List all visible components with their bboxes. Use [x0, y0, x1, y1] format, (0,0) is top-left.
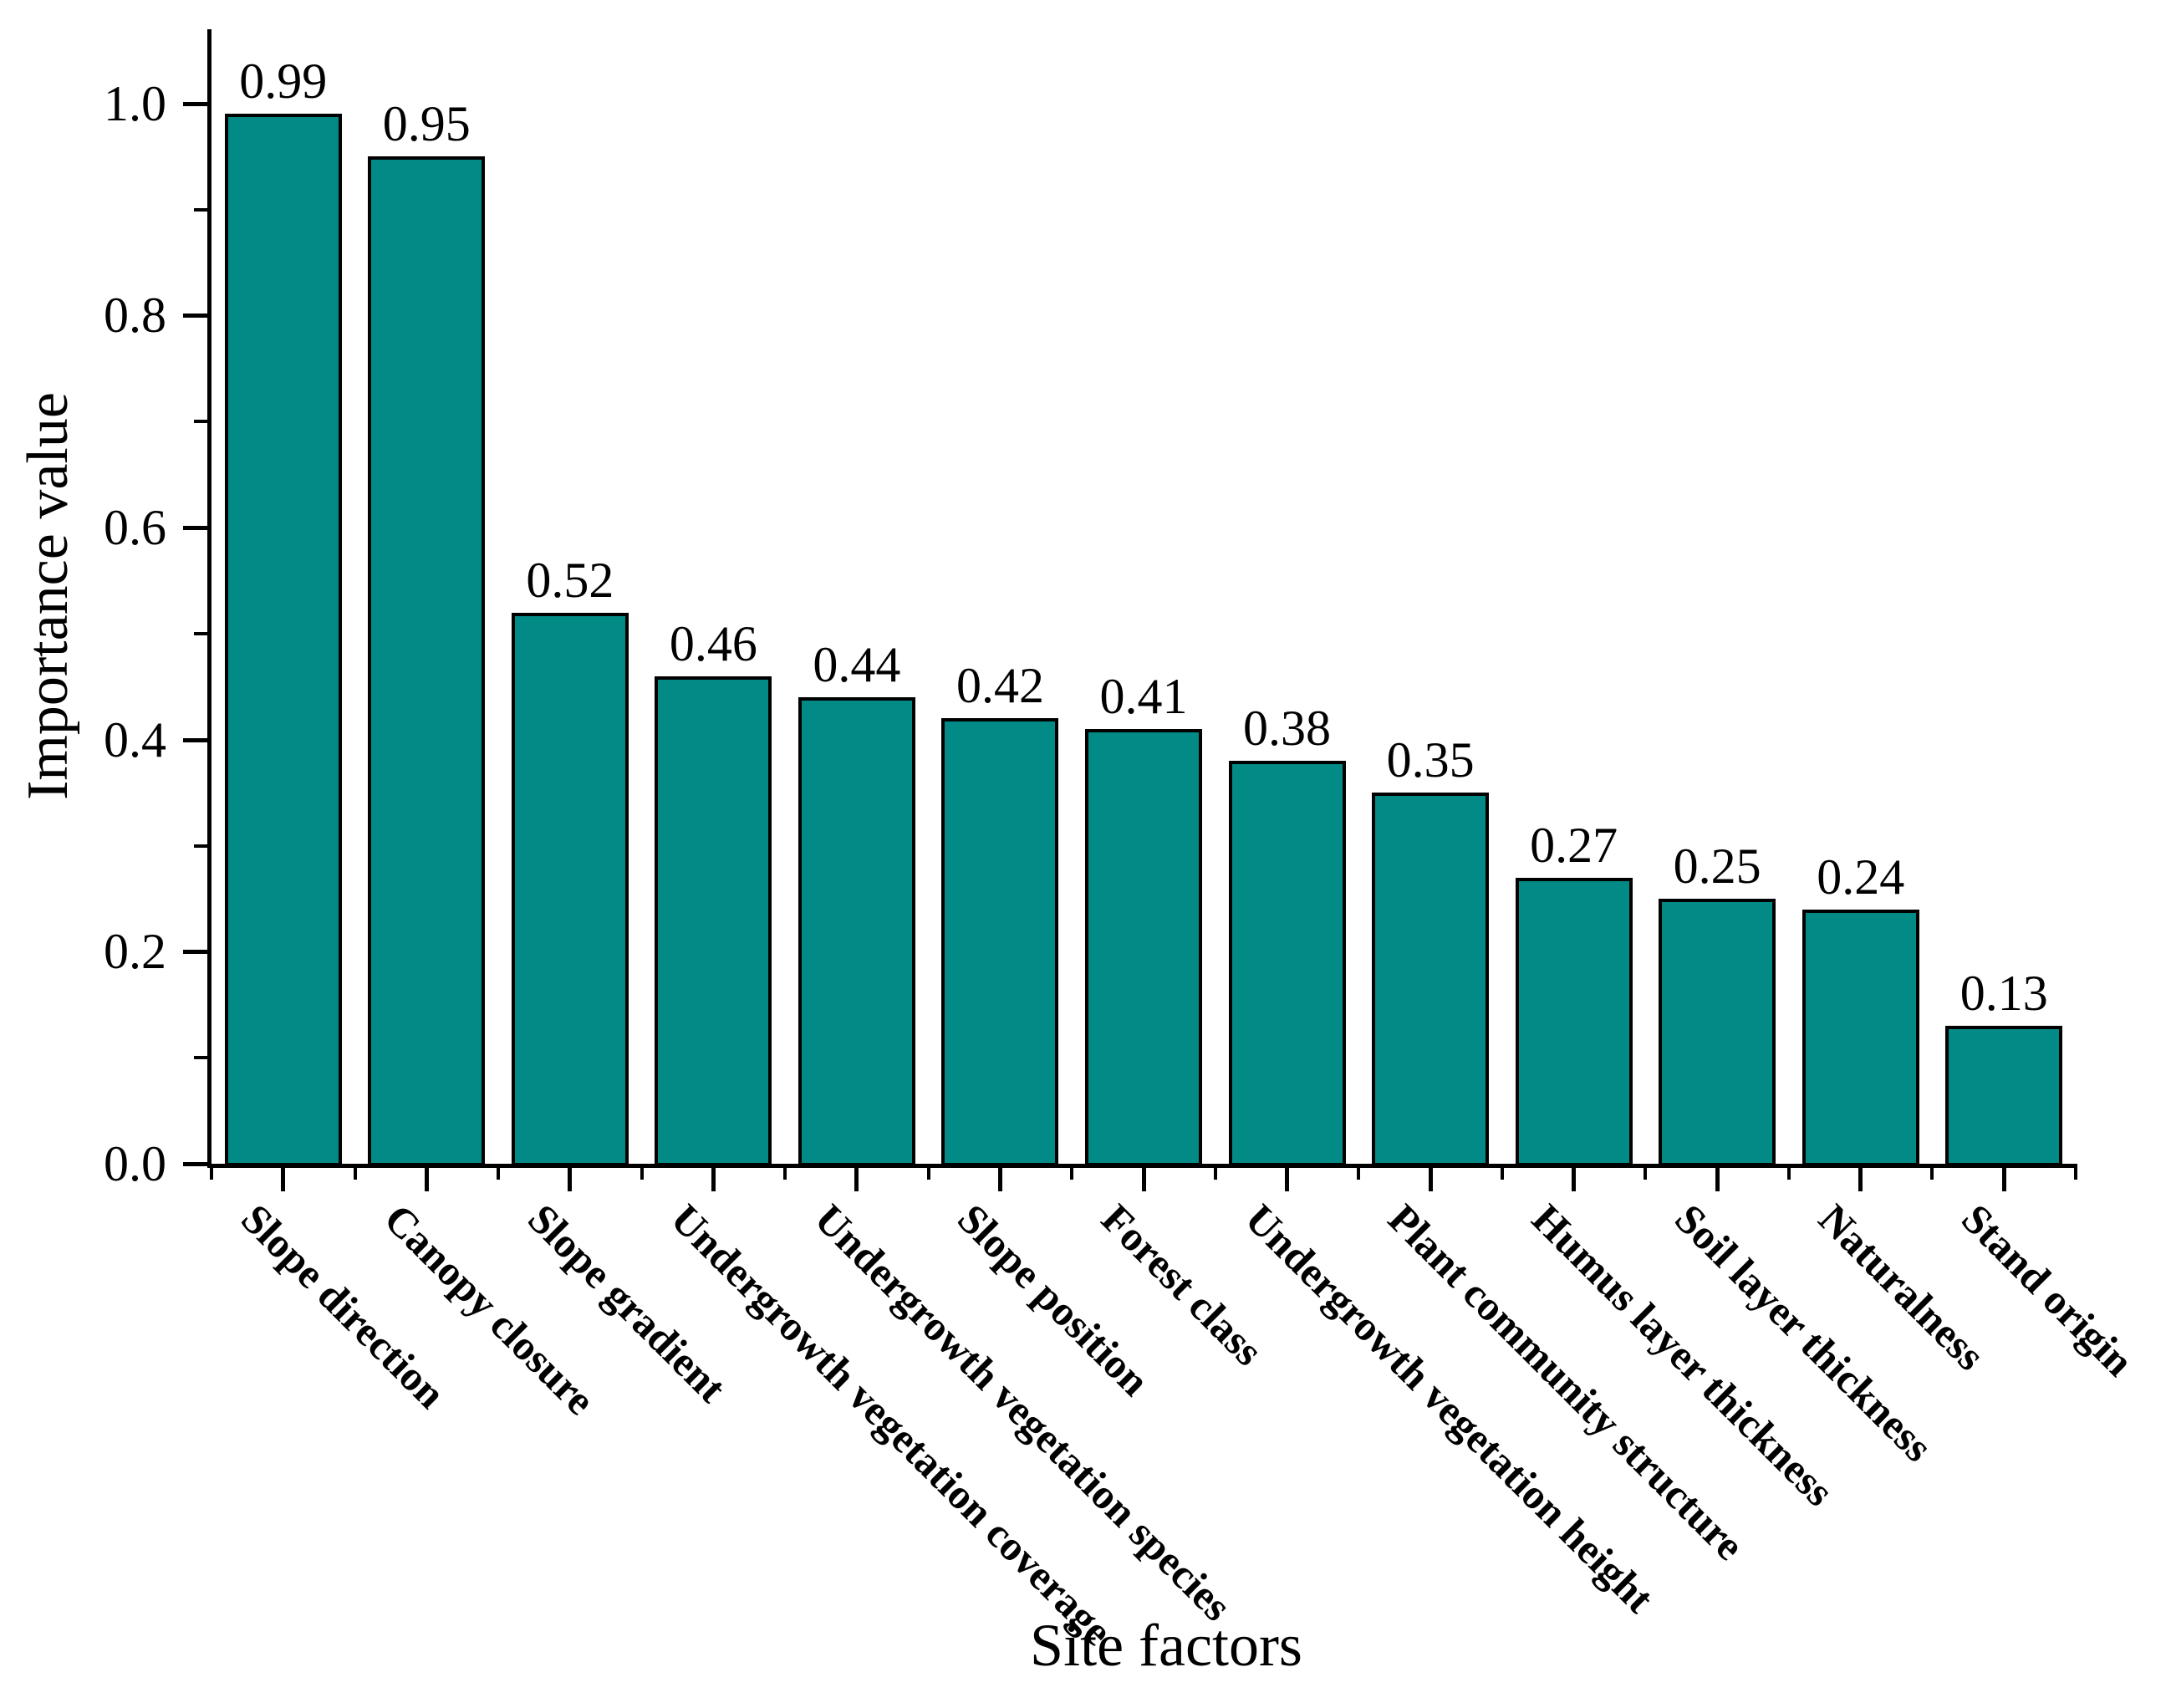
- y-tick: [183, 314, 207, 319]
- bar-value-label: 0.35: [1386, 732, 1475, 788]
- y-minor-tick: [194, 844, 207, 848]
- bar: [1945, 1026, 2063, 1166]
- bar: [511, 612, 629, 1166]
- x-tick: [1715, 1168, 1720, 1191]
- y-tick-label: 1.0: [104, 75, 166, 131]
- x-minor-tick: [2074, 1168, 2077, 1180]
- y-tick: [183, 1162, 207, 1166]
- bar: [1372, 793, 1490, 1166]
- bar-value-label: 0.99: [239, 54, 328, 110]
- bar-value-label: 0.27: [1530, 817, 1618, 873]
- x-tick: [1428, 1168, 1433, 1191]
- x-minor-tick: [783, 1168, 787, 1180]
- bar: [941, 718, 1059, 1166]
- x-minor-tick: [210, 1168, 213, 1180]
- x-tick: [281, 1168, 286, 1191]
- y-minor-tick: [194, 631, 207, 635]
- bar-value-label: 0.42: [956, 658, 1044, 714]
- x-tick: [1285, 1168, 1290, 1191]
- x-minor-tick: [1357, 1168, 1361, 1180]
- y-minor-tick: [194, 420, 207, 424]
- y-tick-label: 0.4: [104, 711, 166, 767]
- x-tick: [424, 1168, 429, 1191]
- y-tick-label: 0.6: [104, 500, 166, 556]
- bar-value-label: 0.24: [1817, 849, 1905, 905]
- bar: [224, 114, 342, 1166]
- bar: [368, 156, 486, 1166]
- bar-value-label: 0.95: [382, 96, 471, 152]
- x-minor-tick: [1070, 1168, 1074, 1180]
- y-axis-line: [207, 29, 211, 1168]
- y-tick-label: 0.0: [104, 1136, 166, 1191]
- x-minor-tick: [1930, 1168, 1934, 1180]
- bar: [1085, 729, 1202, 1166]
- y-tick-label: 0.8: [104, 288, 166, 344]
- y-minor-tick: [194, 1056, 207, 1060]
- x-minor-tick: [1500, 1168, 1504, 1180]
- y-tick: [183, 101, 207, 106]
- x-tick: [1141, 1168, 1146, 1191]
- y-tick-label: 0.2: [104, 924, 166, 980]
- bar: [655, 676, 772, 1166]
- x-minor-tick: [497, 1168, 501, 1180]
- y-tick: [183, 737, 207, 742]
- bar-value-label: 0.41: [1099, 669, 1188, 725]
- x-minor-tick: [1213, 1168, 1217, 1180]
- x-axis-title: Site factors: [1030, 1612, 1302, 1679]
- y-minor-tick: [194, 207, 207, 212]
- x-tick: [997, 1168, 1002, 1191]
- x-tick: [1858, 1168, 1863, 1191]
- bar-value-label: 0.44: [813, 636, 901, 692]
- x-tick: [1572, 1168, 1577, 1191]
- y-tick: [183, 950, 207, 955]
- bar-value-label: 0.38: [1243, 701, 1332, 757]
- x-minor-tick: [1644, 1168, 1648, 1180]
- x-minor-tick: [640, 1168, 644, 1180]
- x-tick: [711, 1168, 716, 1191]
- x-tick: [568, 1168, 573, 1191]
- bar-value-label: 0.13: [1960, 966, 2048, 1022]
- x-minor-tick: [353, 1168, 357, 1180]
- x-category-label: Soil layer thickness: [1666, 1195, 1942, 1471]
- y-tick: [183, 526, 207, 531]
- bar-value-label: 0.25: [1673, 838, 1761, 894]
- x-minor-tick: [1786, 1168, 1791, 1180]
- bar-value-label: 0.46: [669, 615, 757, 671]
- bar-value-label: 0.52: [526, 552, 614, 608]
- bar: [798, 696, 915, 1166]
- bar: [1802, 909, 1919, 1166]
- bar: [1228, 761, 1346, 1166]
- x-minor-tick: [926, 1168, 930, 1180]
- x-tick: [2001, 1168, 2006, 1191]
- bar: [1659, 898, 1776, 1166]
- x-tick: [854, 1168, 859, 1191]
- bar: [1515, 877, 1633, 1166]
